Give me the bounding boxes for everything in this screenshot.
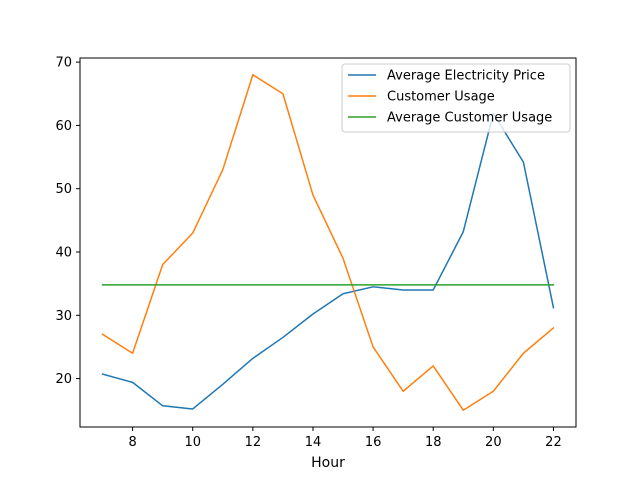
x-tick-label: 14: [305, 435, 322, 450]
y-tick-label: 40: [55, 245, 72, 260]
legend-box: [341, 63, 571, 133]
x-tick-label: 22: [545, 435, 562, 450]
y-tick-label: 20: [55, 372, 72, 387]
plot-frame: [79, 57, 577, 428]
legend: Average Electricity Price Customer Usage A…: [341, 63, 571, 133]
x-tick-label: 8: [128, 435, 136, 450]
y-axis-ticks: 20 30 40 50 60 70: [55, 56, 80, 387]
legend-label-0: Average Electricity Price: [387, 69, 545, 84]
series-line-0: [101, 112, 555, 410]
y-tick-label: 60: [55, 119, 72, 134]
legend-label-2: Average Customer Usage: [387, 111, 552, 126]
legend-label-1: Customer Usage: [387, 90, 495, 105]
y-tick-label: 70: [55, 56, 72, 71]
series-line-1: [101, 74, 555, 411]
x-tick-label: 12: [245, 435, 262, 450]
x-tick-label: 18: [425, 435, 442, 450]
x-axis-label: Hour: [311, 455, 345, 471]
y-tick-label: 30: [55, 309, 72, 324]
x-axis-ticks: 8 10 12 14 16 18 20 22: [128, 427, 562, 450]
y-tick-label: 50: [55, 182, 72, 197]
axes-layer: [79, 57, 577, 428]
x-tick-label: 16: [365, 435, 382, 450]
x-tick-label: 10: [184, 435, 201, 450]
x-tick-label: 20: [485, 435, 502, 450]
series-layer: [101, 74, 555, 411]
